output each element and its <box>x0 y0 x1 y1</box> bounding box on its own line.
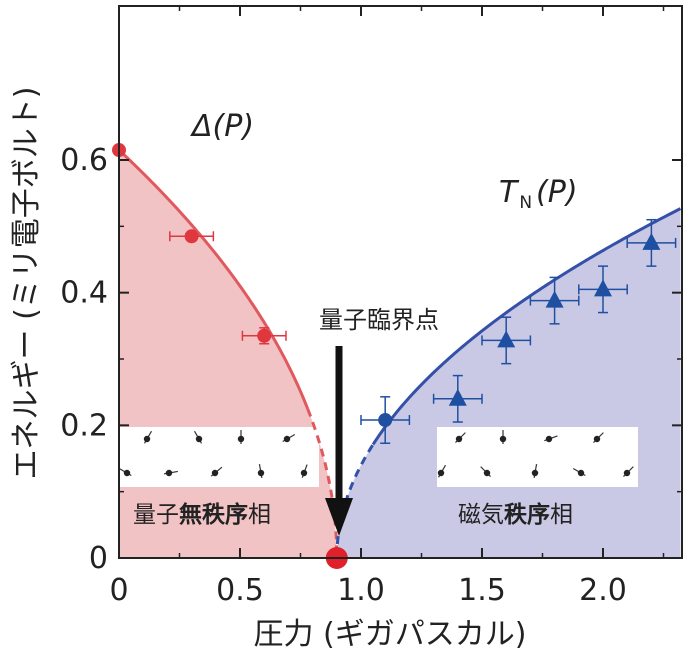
spin-dot <box>211 469 219 477</box>
spin-dot <box>195 435 203 443</box>
plot-frame <box>118 5 683 559</box>
phase-label-ordered-part2: 相 <box>550 502 573 528</box>
x-tick-label-4: 2.0 <box>579 573 627 608</box>
series-label-tn-sub: N <box>519 193 532 213</box>
phase-label-disordered-part1: 量子 <box>133 502 179 528</box>
series-label-delta: Δ(P) <box>190 109 254 144</box>
spin-6 <box>531 464 539 479</box>
series-label-tn-main: T <box>499 175 520 210</box>
y-tick-label-0: 0 <box>89 541 108 576</box>
tick-layer: 0 0.5 1.0 1.5 2.0 0 0.2 0.4 0.6 <box>60 6 682 608</box>
spin-dot <box>283 435 291 443</box>
spin-dot <box>257 469 265 477</box>
spin-1 <box>499 430 507 444</box>
spin-8 <box>623 466 634 477</box>
delta-fit-curve-solid <box>119 148 310 410</box>
tn-point-4 <box>626 218 677 267</box>
triangle-marker <box>594 279 612 297</box>
spin-5 <box>163 469 178 477</box>
phase-label-disordered-part2: 相 <box>248 502 271 528</box>
y-tick-label-2: 0.4 <box>60 276 108 311</box>
critical-point-annotation: 量子臨界点 <box>319 306 439 334</box>
spin-box-ordered-background <box>437 427 638 487</box>
delta-point-1 <box>169 229 215 244</box>
spin-illustration-layer <box>118 427 638 487</box>
spin-1 <box>193 430 203 444</box>
triangle-marker <box>642 232 661 250</box>
spin-box-ordered <box>437 427 638 487</box>
x-tick-label-1: 0.5 <box>216 573 264 608</box>
spin-dot <box>300 469 308 477</box>
triangle-marker <box>545 290 564 308</box>
spin-3 <box>282 433 296 443</box>
tn-point-1 <box>481 316 532 365</box>
phase-label-disordered-bold: 無秩序 <box>179 501 248 528</box>
spin-6 <box>210 466 223 477</box>
spin-dot <box>623 469 631 477</box>
delta-point-2 <box>241 327 287 345</box>
spin-4 <box>437 464 447 478</box>
circle-marker <box>378 413 393 428</box>
blue-circle-point <box>360 396 411 444</box>
spin-dot <box>499 435 507 443</box>
spin-5 <box>480 466 491 477</box>
spin-7 <box>257 464 265 479</box>
spin-box-disordered <box>118 427 319 487</box>
phase-label-disordered: 量子無秩序相 <box>133 501 271 528</box>
x-axis-title: 圧力 (ギガパスカル) <box>254 617 527 652</box>
x-tick-label-0: 0 <box>109 573 128 608</box>
spin-dot <box>455 435 463 443</box>
triangle-marker <box>497 330 516 348</box>
spin-dot <box>237 435 245 443</box>
triangle-marker <box>448 388 467 406</box>
x-tick-label-2: 1.0 <box>337 573 385 608</box>
x-tick-label-3: 1.5 <box>458 573 506 608</box>
spin-2 <box>544 435 558 443</box>
tn-point-0 <box>432 374 483 423</box>
circle-marker <box>184 229 199 244</box>
series-label-tn: T N (P) <box>499 175 578 213</box>
spin-7 <box>572 467 586 477</box>
tn-fit-curve-solid <box>371 207 682 446</box>
spin-dot <box>123 469 131 477</box>
y-tick-label-1: 0.2 <box>60 408 108 443</box>
critical-point-arrow <box>325 346 353 536</box>
spin-dot <box>483 469 491 477</box>
spin-8 <box>300 464 308 478</box>
spin-dot <box>143 435 151 443</box>
circle-marker <box>257 328 272 343</box>
spin-4 <box>118 467 132 477</box>
spin-dot <box>437 469 445 477</box>
spin-dot <box>545 435 553 443</box>
spin-dot <box>531 469 539 477</box>
tn-point-2 <box>529 276 580 325</box>
y-tick-label-3: 0.6 <box>60 143 108 178</box>
spin-0 <box>455 432 466 443</box>
spin-dot <box>577 469 585 477</box>
tn-point-3 <box>578 265 628 314</box>
y-axis-title: エネルギー (ミリ電子ボルト) <box>9 87 44 480</box>
phase-label-ordered-bold: 秩序 <box>504 501 550 528</box>
spin-dot <box>593 435 601 443</box>
phase-fill-layer <box>119 150 681 558</box>
spin-dot <box>165 469 173 477</box>
phase-label-ordered: 磁気秩序相 <box>458 501 573 528</box>
spin-0 <box>143 430 153 444</box>
spin-2 <box>237 430 245 444</box>
disordered-phase-fill <box>119 150 337 558</box>
phase-label-ordered-part1: 磁気 <box>458 502 504 528</box>
delta-fit-curve-dashed <box>306 408 339 558</box>
series-label-tn-rest: (P) <box>536 175 578 210</box>
spin-3 <box>593 432 604 443</box>
